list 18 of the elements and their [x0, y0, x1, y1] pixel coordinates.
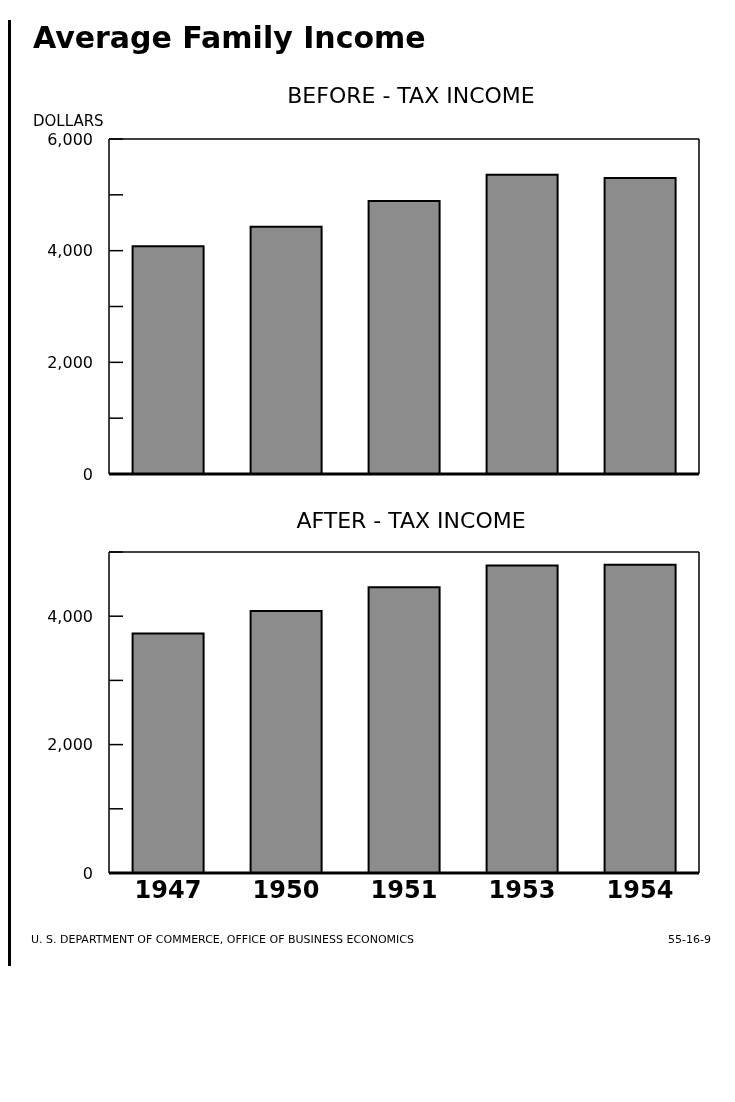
x-tick-label: 1950 — [252, 876, 320, 905]
text: U. S. DEPARTMENT OF COMMERCE, OFFICE OF BUSINESS ECONOMICS — [31, 933, 415, 946]
y-axis-title: DOLLARS — [33, 112, 105, 130]
x-tick-label: 1954 — [606, 876, 674, 905]
x-tick-label: 1953 — [488, 876, 556, 905]
text: 55-16-9 — [668, 933, 711, 946]
y-tick-label: 0 — [82, 464, 93, 484]
x-tick-label: 1947 — [134, 876, 202, 905]
chart-title: Average Family Income — [33, 20, 427, 55]
y-tick-label: 0 — [82, 863, 93, 883]
y-tick-label: 2,000 — [47, 735, 93, 755]
y-tick-label: 6,000 — [47, 129, 93, 149]
y-tick-label: 4,000 — [47, 241, 93, 261]
y-tick-label: 4,000 — [47, 606, 93, 626]
y-tick-label: 2,000 — [47, 353, 93, 373]
x-tick-label: 1951 — [370, 876, 438, 905]
chart-subtitle: BEFORE - TAX INCOME — [286, 83, 536, 108]
chart-title: AFTER - TAX INCOME — [295, 508, 527, 533]
